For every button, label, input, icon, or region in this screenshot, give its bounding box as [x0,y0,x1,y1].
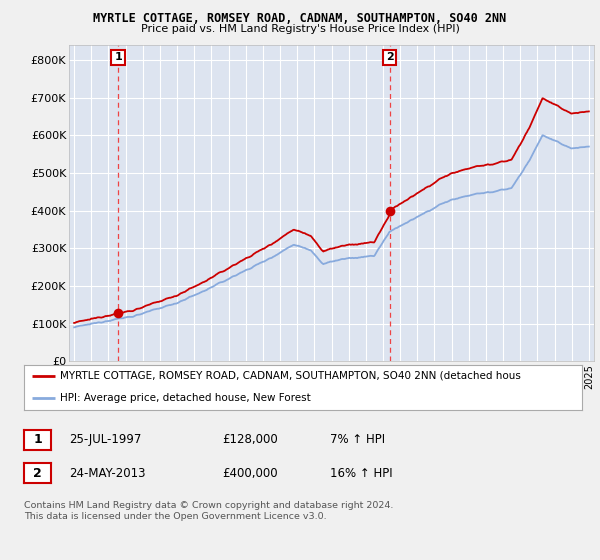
Text: HPI: Average price, detached house, New Forest: HPI: Average price, detached house, New … [60,393,311,403]
Text: 2: 2 [33,466,42,480]
Text: 25-JUL-1997: 25-JUL-1997 [69,433,142,446]
Text: 2: 2 [386,53,394,63]
Text: Contains HM Land Registry data © Crown copyright and database right 2024.
This d: Contains HM Land Registry data © Crown c… [24,501,394,521]
Text: 7% ↑ HPI: 7% ↑ HPI [330,433,385,446]
Text: MYRTLE COTTAGE, ROMSEY ROAD, CADNAM, SOUTHAMPTON, SO40 2NN (detached hous: MYRTLE COTTAGE, ROMSEY ROAD, CADNAM, SOU… [60,371,521,381]
Text: Price paid vs. HM Land Registry's House Price Index (HPI): Price paid vs. HM Land Registry's House … [140,24,460,34]
Text: 1: 1 [114,53,122,63]
Text: MYRTLE COTTAGE, ROMSEY ROAD, CADNAM, SOUTHAMPTON, SO40 2NN: MYRTLE COTTAGE, ROMSEY ROAD, CADNAM, SOU… [94,12,506,25]
Text: 24-MAY-2013: 24-MAY-2013 [69,466,146,480]
Text: £400,000: £400,000 [222,466,278,480]
Text: £128,000: £128,000 [222,433,278,446]
Text: 1: 1 [33,433,42,446]
Text: 16% ↑ HPI: 16% ↑ HPI [330,466,392,480]
